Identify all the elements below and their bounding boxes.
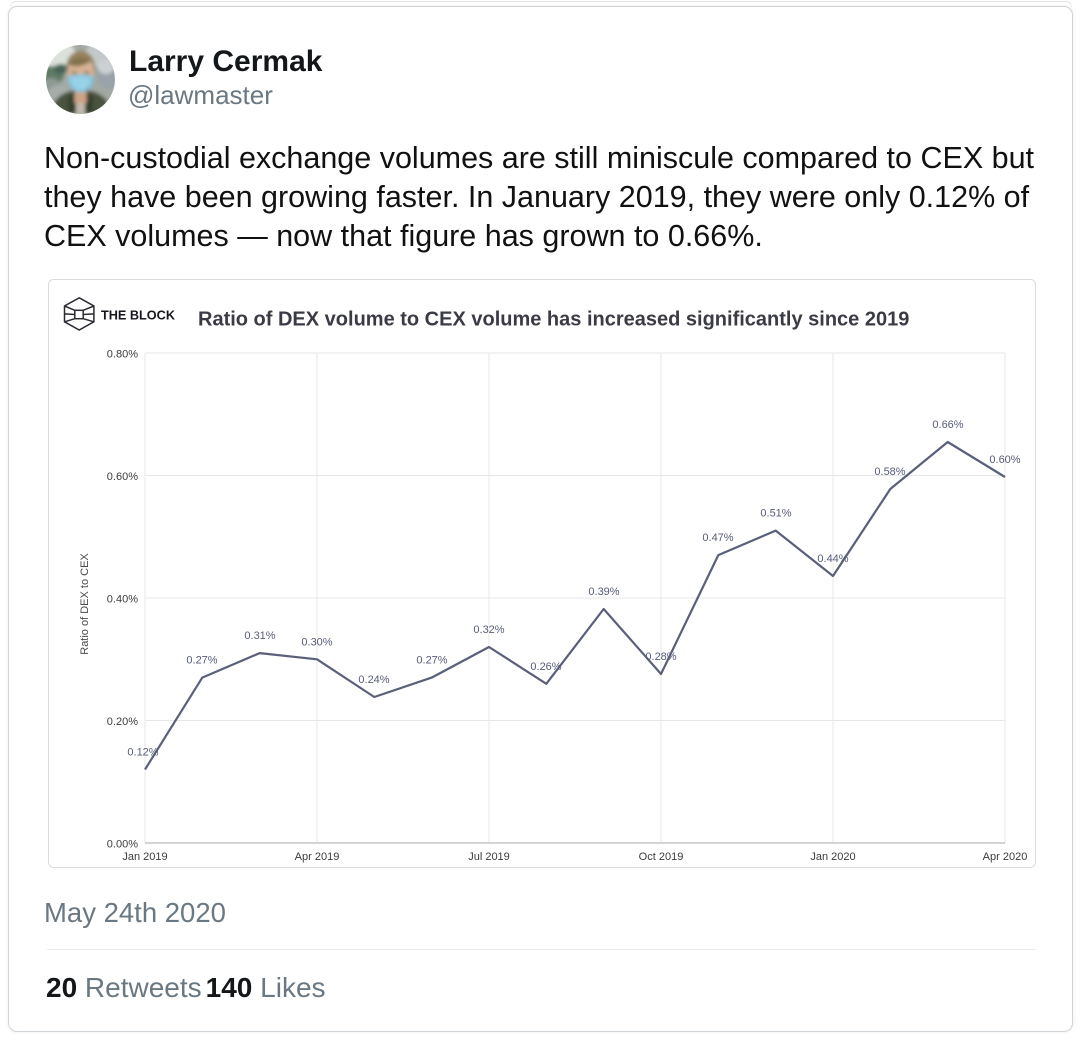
svg-text:0.58%: 0.58% (874, 466, 905, 478)
svg-text:0.31%: 0.31% (244, 630, 275, 642)
svg-text:0.60%: 0.60% (989, 454, 1020, 466)
svg-text:Jan 2019: Jan 2019 (122, 851, 167, 863)
svg-text:0.32%: 0.32% (473, 624, 504, 636)
svg-text:0.30%: 0.30% (301, 636, 332, 648)
svg-text:0.51%: 0.51% (760, 508, 791, 520)
svg-text:0.26%: 0.26% (530, 661, 561, 673)
svg-text:0.44%: 0.44% (817, 553, 848, 565)
svg-text:0.27%: 0.27% (186, 655, 217, 667)
svg-text:0.00%: 0.00% (107, 839, 138, 851)
svg-text:THE BLOCK: THE BLOCK (101, 308, 176, 323)
svg-text:Ratio of DEX volume to CEX vol: Ratio of DEX volume to CEX volume has in… (198, 309, 909, 331)
svg-text:0.66%: 0.66% (932, 419, 963, 431)
svg-text:Jan 2020: Jan 2020 (810, 851, 855, 863)
svg-text:0.20%: 0.20% (107, 716, 138, 728)
svg-text:0.27%: 0.27% (416, 655, 447, 667)
svg-text:0.24%: 0.24% (358, 674, 389, 686)
svg-text:0.28%: 0.28% (645, 651, 676, 663)
svg-text:0.40%: 0.40% (107, 594, 138, 606)
svg-text:Apr 2019: Apr 2019 (295, 851, 340, 863)
svg-text:0.47%: 0.47% (702, 532, 733, 544)
svg-text:Apr 2020: Apr 2020 (983, 851, 1028, 863)
svg-text:0.80%: 0.80% (107, 349, 138, 361)
svg-text:0.60%: 0.60% (107, 471, 138, 483)
svg-text:Jul 2019: Jul 2019 (468, 851, 510, 863)
svg-text:Oct 2019: Oct 2019 (639, 851, 684, 863)
svg-text:Ratio of DEX to CEX: Ratio of DEX to CEX (79, 553, 91, 655)
svg-text:0.39%: 0.39% (588, 586, 619, 598)
svg-text:0.12%: 0.12% (127, 747, 158, 759)
